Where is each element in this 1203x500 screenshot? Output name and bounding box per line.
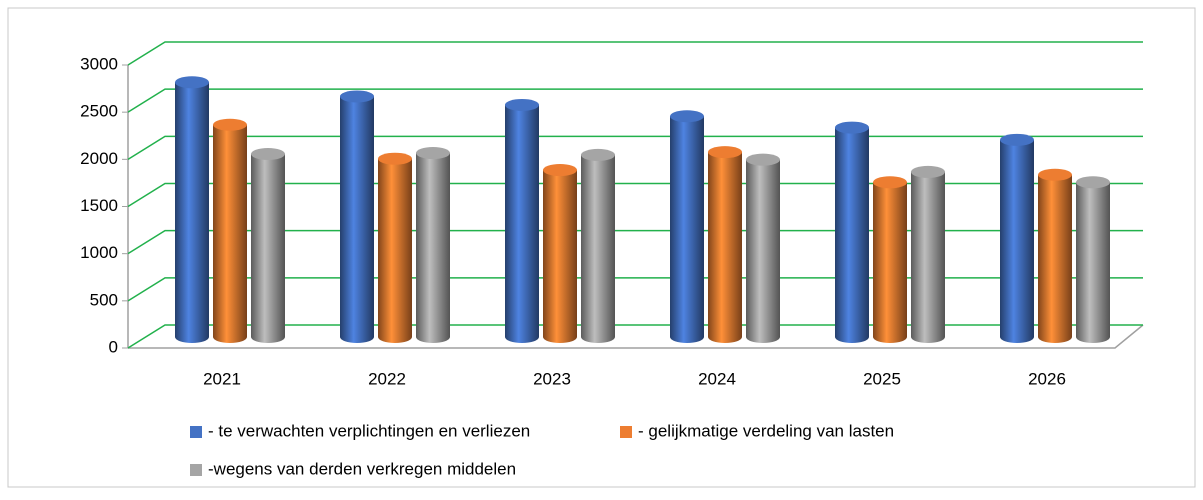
bar [1076,182,1110,343]
bar-top [251,147,285,160]
y-tick-label: 1000 [80,243,118,262]
bar-top [708,146,742,159]
bar-top [835,121,869,134]
legend-label: - te verwachten verplichtingen en verlie… [208,421,530,440]
bar [340,96,374,343]
x-tick-label: 2024 [698,369,736,388]
bar [543,170,577,343]
bar [505,104,539,343]
bar [911,171,945,343]
bar-top [873,176,907,189]
bar-top [416,147,450,160]
bar-top [670,110,704,123]
y-tick-label: 1500 [80,196,118,215]
bar [873,182,907,343]
bar [416,153,450,343]
bar [175,82,209,344]
grid-line [127,88,1143,113]
x-tick-label: 2025 [863,369,901,388]
x-tick-label: 2021 [203,369,241,388]
bar [1000,139,1034,343]
y-tick-label: 2000 [80,149,118,168]
bar [1038,174,1072,343]
grid-line [127,229,1143,255]
bar-top [1000,133,1034,146]
bar [835,127,869,343]
bar [378,158,412,343]
x-tick-label: 2023 [533,369,571,388]
bar-top [213,118,247,131]
bar-top [911,165,945,178]
bar [213,124,247,343]
legend-swatch [620,426,632,438]
legend-label: -wegens van derden verkregen middelen [208,459,516,478]
grid-line [127,324,1143,349]
legend-swatch [190,426,202,438]
floor [128,324,1144,349]
bar-top [505,98,539,111]
bar-top [581,148,615,161]
x-tick-label: 2022 [368,369,406,388]
bar [746,159,780,343]
bar [670,116,704,343]
bar-top [340,90,374,103]
bar-top [543,164,577,177]
x-tick-label: 2026 [1028,369,1066,388]
y-tick-label: 2500 [80,102,118,121]
bar-top [175,76,209,89]
bar [708,152,742,343]
bar-top [746,153,780,166]
grid-line [127,135,1143,160]
legend-swatch [190,464,202,476]
y-tick-label: 0 [109,337,118,356]
y-tick-label: 3000 [80,54,118,73]
grid-line [127,182,1143,208]
grid-line [127,277,1143,302]
bar [581,154,615,343]
legend-label: - gelijkmatige verdeling van lasten [638,421,894,440]
bar-top [378,152,412,165]
bar [251,153,285,343]
y-tick-label: 500 [90,290,118,309]
bar-top [1038,168,1072,181]
grid-line [127,41,1143,66]
bar-top [1076,176,1110,189]
